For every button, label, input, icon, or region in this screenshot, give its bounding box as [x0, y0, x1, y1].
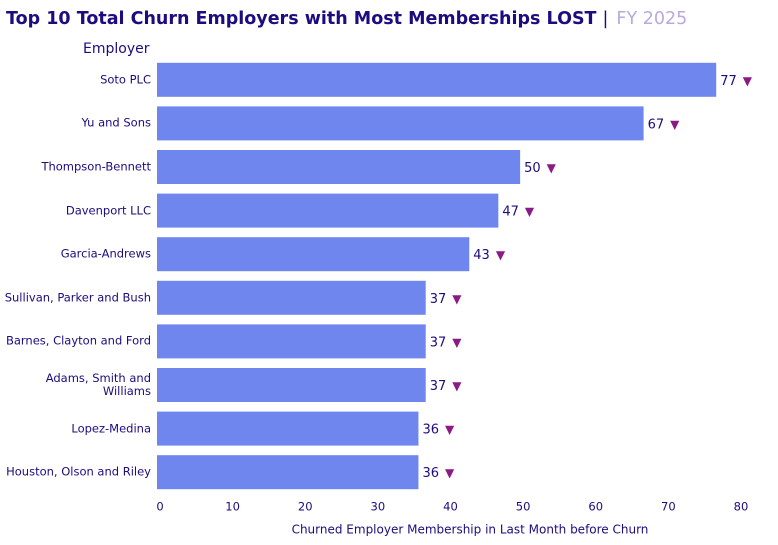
data-value: 37	[430, 379, 447, 394]
y-tick-label: Houston, Olson and Riley	[6, 464, 151, 479]
bar	[157, 324, 426, 359]
data-label: 36 ▼	[422, 422, 455, 437]
data-marker: ▼	[445, 422, 455, 436]
x-tick-label: 70	[661, 500, 676, 514]
data-value: 37	[430, 291, 447, 306]
y-tick-label: Soto PLC	[100, 72, 151, 87]
data-marker: ▼	[452, 335, 462, 349]
data-label: 47 ▼	[502, 204, 535, 219]
x-tick-label: 20	[298, 500, 313, 514]
bar	[157, 237, 470, 272]
y-axis-title: Employer	[83, 41, 150, 57]
bar	[157, 106, 644, 141]
bar	[157, 411, 419, 446]
x-tick-label: 40	[443, 500, 458, 514]
x-tick-label: 50	[516, 500, 531, 514]
chart-title: Top 10 Total Churn Employers with Most M…	[6, 9, 687, 29]
data-marker: ▼	[547, 161, 557, 175]
bar	[157, 62, 717, 97]
data-marker: ▼	[670, 117, 680, 131]
title-text: Top 10 Total Churn Employers with Most M…	[6, 9, 597, 29]
data-label: 50 ▼	[524, 161, 557, 176]
y-tick-label: Barnes, Clayton and Ford	[5, 333, 151, 348]
y-tick-label: Garcia-Andrews	[60, 246, 151, 261]
data-label: 37 ▼	[430, 335, 463, 350]
data-label: 37 ▼	[430, 379, 463, 394]
title-separator: |	[603, 9, 609, 29]
data-value: 43	[473, 248, 490, 263]
data-value: 37	[430, 335, 447, 350]
data-value: 77	[720, 73, 737, 88]
x-tick-label: 0	[156, 500, 163, 514]
data-marker: ▼	[496, 248, 506, 262]
data-value: 36	[422, 422, 439, 437]
data-marker: ▼	[452, 379, 462, 393]
x-tick-label: 30	[371, 500, 386, 514]
y-tick-label: Sullivan, Parker and Bush	[4, 290, 151, 305]
x-tick-label: 60	[588, 500, 603, 514]
x-tick-label: 10	[225, 500, 240, 514]
chart-subtitle: FY 2025	[616, 9, 687, 29]
data-label: 36 ▼	[422, 466, 455, 481]
data-label: 43 ▼	[473, 248, 506, 263]
y-tick-label: Adams, Smith and Williams	[45, 371, 151, 398]
data-label: 67 ▼	[648, 117, 681, 132]
data-label: 77 ▼	[720, 73, 753, 88]
bar	[157, 150, 521, 184]
data-marker: ▼	[445, 466, 455, 480]
y-tick-label: Yu and Sons	[81, 115, 151, 130]
data-label: 37 ▼	[430, 291, 463, 306]
bar	[157, 455, 419, 490]
data-value: 50	[524, 161, 541, 176]
data-marker: ▼	[743, 73, 753, 87]
data-value: 36	[422, 466, 439, 481]
data-marker: ▼	[525, 204, 535, 218]
bar	[157, 193, 499, 228]
data-marker: ▼	[452, 291, 462, 305]
data-value: 47	[502, 204, 519, 219]
x-tick-label: 80	[734, 500, 749, 514]
x-axis-title: Churned Employer Membership in Last Mont…	[292, 523, 649, 537]
y-tick-label: Davenport LLC	[65, 203, 151, 218]
data-value: 67	[648, 117, 665, 132]
bar	[157, 280, 426, 315]
y-tick-label: Lopez-Medina	[71, 421, 151, 436]
y-tick-label: Thompson-Bennett	[41, 159, 151, 174]
bar	[157, 368, 426, 402]
